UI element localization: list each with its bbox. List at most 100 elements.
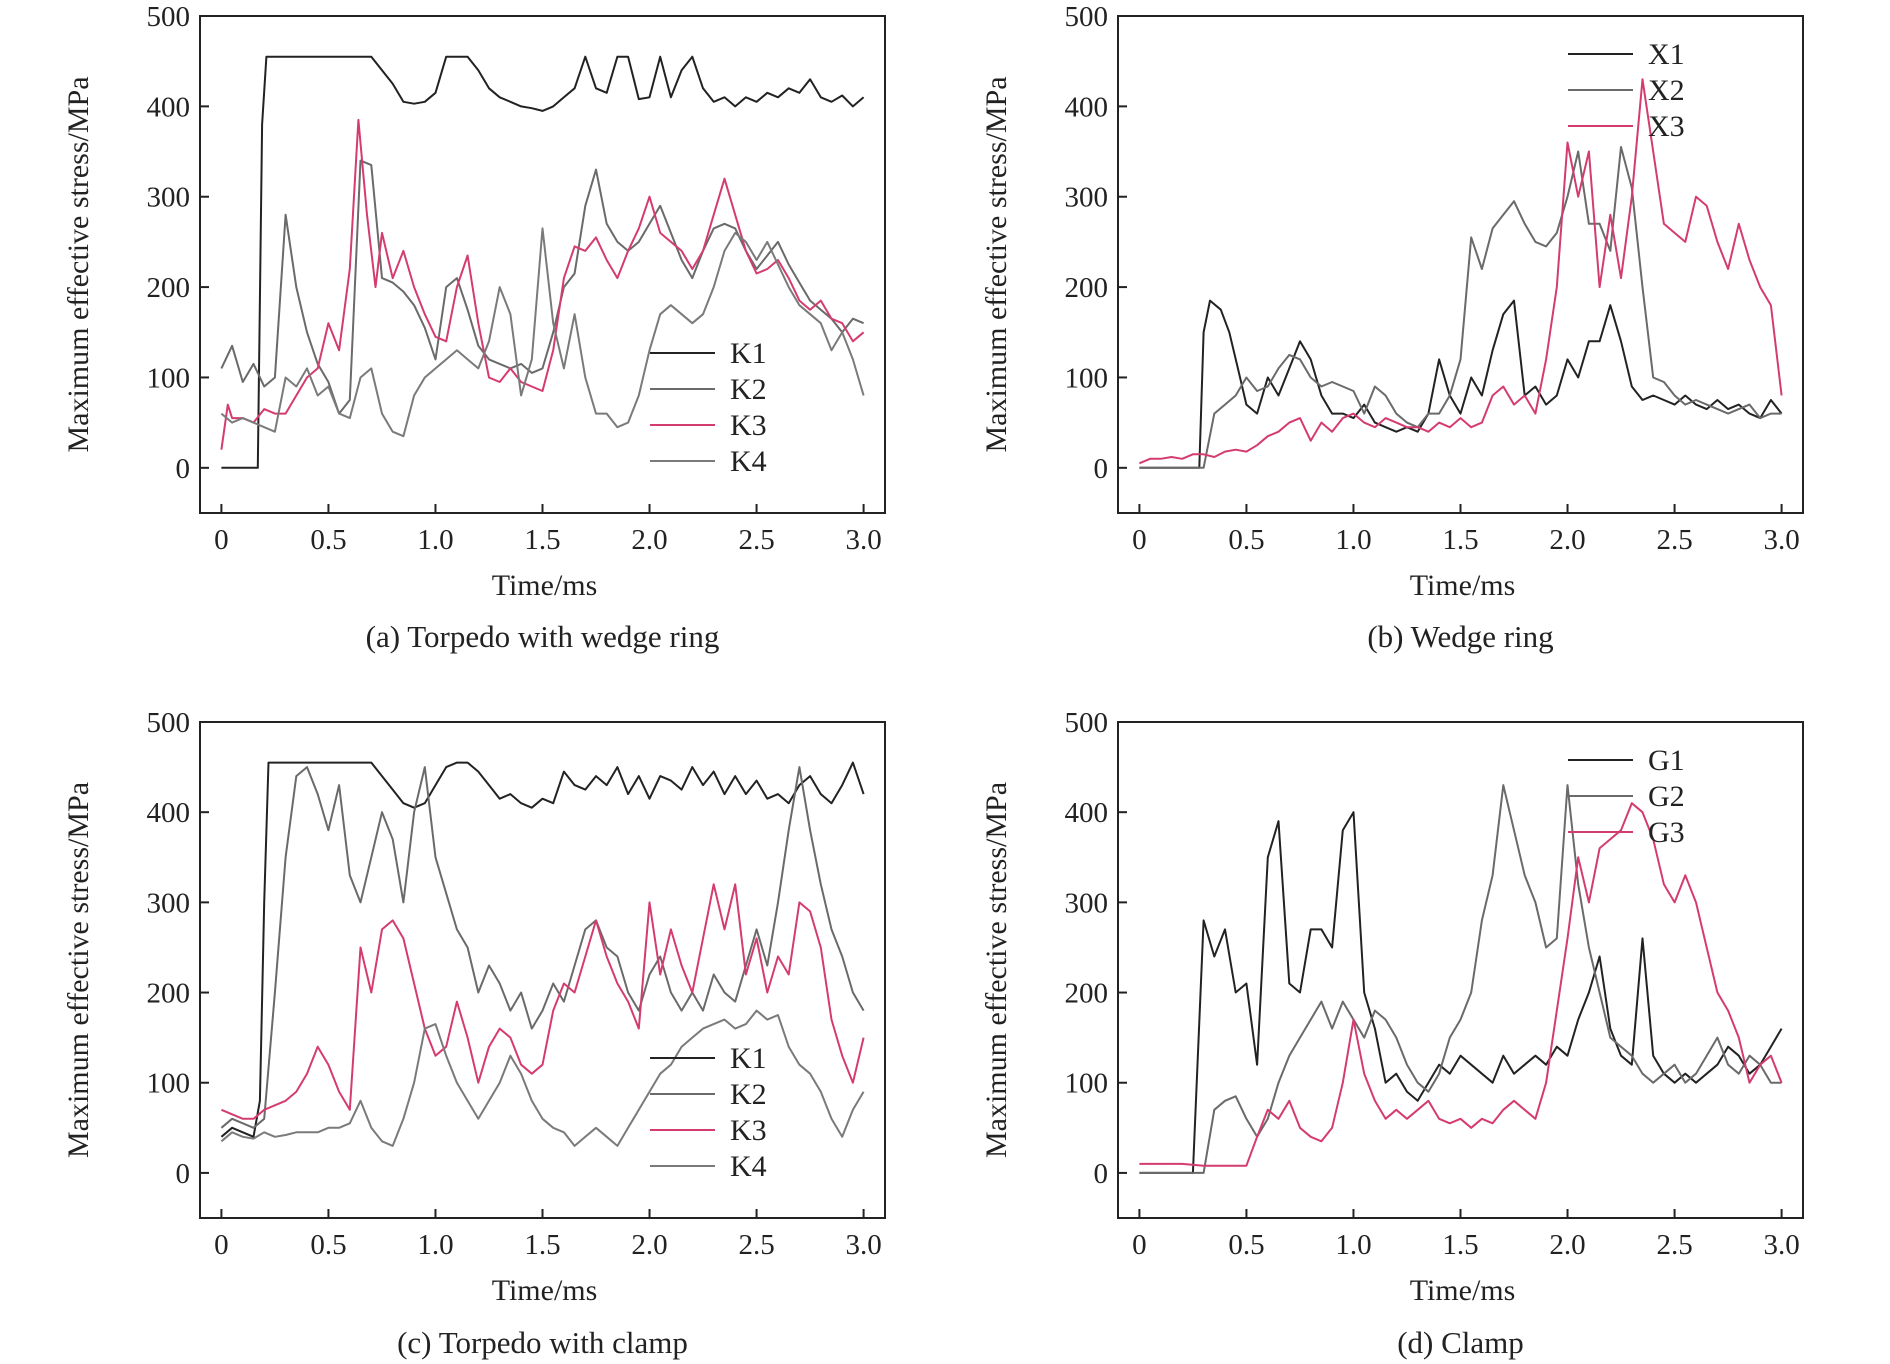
legend-label: X2 [1648, 74, 1685, 107]
y-tick-label: 500 [147, 707, 191, 739]
legend-label: K1 [730, 337, 767, 370]
series-line-k4 [220, 1009, 865, 1147]
x-tick-label: 1.5 [1442, 524, 1478, 556]
x-tick-label: 0.5 [310, 524, 346, 556]
y-tick-label: 300 [1065, 887, 1109, 919]
plot-frame [199, 15, 886, 514]
y-tick-label: 200 [1065, 978, 1109, 1010]
x-tick-label: 3.0 [1763, 524, 1799, 556]
x-tick-label: 1.0 [417, 524, 453, 556]
series-line-k2 [220, 159, 864, 415]
panel-4: 0 0.5 1.0 1.5 2.0 2.5 3.0 0 100 200 300 400 500 Time/… [980, 707, 1804, 1360]
series-line-k1 [221, 55, 865, 469]
x-tick-label: 2.0 [631, 1229, 667, 1261]
y-tick-label: 200 [1065, 272, 1109, 304]
panel-2: 0 0.5 1.0 1.5 2.0 2.5 3.0 0 100 200 300 400 500 Time/… [980, 1, 1804, 654]
x-tick-label: 0 [214, 1229, 229, 1261]
y-tick-label: 500 [1065, 707, 1109, 739]
panel-caption: (d) Clamp [1397, 1325, 1524, 1360]
x-axis-label: Time/ms [492, 569, 598, 602]
series-line-k3 [221, 883, 865, 1120]
y-tick-label: 300 [147, 182, 191, 214]
x-tick-label: 0.5 [1228, 524, 1264, 556]
legend-label: K2 [730, 373, 767, 406]
y-tick-label: 0 [176, 453, 191, 485]
legend-label: K3 [730, 409, 767, 442]
x-tick-label: 2.5 [738, 1229, 774, 1261]
x-tick-label: 2.0 [1549, 524, 1585, 556]
panel-caption: (c) Torpedo with clamp [397, 1325, 688, 1360]
x-tick-label: 0.5 [310, 1229, 346, 1261]
legend-label: K3 [730, 1114, 767, 1147]
x-tick-label: 3.0 [845, 524, 881, 556]
x-tick-label: 0 [1132, 1229, 1147, 1261]
y-tick-label: 100 [147, 1068, 191, 1100]
series-line-x1 [1139, 299, 1783, 469]
y-tick-label: 400 [1065, 797, 1109, 829]
y-tick-label: 200 [147, 272, 191, 304]
legend-label: K4 [730, 445, 767, 478]
x-tick-label: 1.0 [1335, 1229, 1371, 1261]
x-tick-label: 3.0 [845, 1229, 881, 1261]
plot-frame [1117, 721, 1804, 1219]
x-tick-label: 1.5 [1442, 1229, 1478, 1261]
y-tick-label: 300 [1065, 182, 1109, 214]
plot-frame [1117, 15, 1804, 514]
x-tick-label: 0 [214, 524, 229, 556]
series-line-k3 [220, 118, 865, 450]
x-tick-label: 1.0 [417, 1229, 453, 1261]
x-tick-label: 1.0 [1335, 524, 1371, 556]
x-tick-label: 3.0 [1763, 1229, 1799, 1261]
series-line-g1 [1139, 811, 1783, 1174]
y-tick-label: 100 [1065, 1068, 1109, 1100]
y-tick-label: 500 [147, 1, 191, 33]
y-tick-label: 500 [1065, 1, 1109, 33]
series-line-g3 [1139, 802, 1783, 1167]
series-line-x2 [1139, 146, 1782, 469]
legend-label: G2 [1648, 780, 1685, 813]
x-tick-label: 0 [1132, 524, 1147, 556]
panel-3: 0 0.5 1.0 1.5 2.0 2.5 3.0 0 100 200 300 400 500 Time/… [62, 707, 886, 1360]
y-tick-label: 0 [176, 1158, 191, 1190]
x-tick-label: 1.5 [524, 1229, 560, 1261]
x-tick-label: 2.5 [1656, 1229, 1692, 1261]
y-tick-label: 400 [147, 91, 191, 123]
y-tick-label: 300 [147, 887, 191, 919]
x-axis-label: Time/ms [1410, 569, 1516, 602]
legend-label: X1 [1648, 38, 1685, 71]
y-tick-label: 200 [147, 978, 191, 1010]
x-axis-label: Time/ms [1410, 1274, 1516, 1307]
x-tick-label: 0.5 [1228, 1229, 1264, 1261]
x-tick-label: 2.5 [1656, 524, 1692, 556]
panel-caption: (a) Torpedo with wedge ring [366, 619, 720, 654]
legend-label: K2 [730, 1078, 767, 1111]
series-line-k2 [220, 766, 865, 1129]
legend-label: K4 [730, 1150, 767, 1183]
y-axis-label: Maximum effective stress/MPa [980, 782, 1013, 1158]
legend-label: K1 [730, 1042, 767, 1075]
plot-frame [199, 721, 886, 1219]
legend-label: G3 [1648, 816, 1685, 849]
series-line-k1 [220, 761, 865, 1138]
legend-label: X3 [1648, 110, 1685, 143]
panel-caption: (b) Wedge ring [1367, 619, 1553, 654]
x-tick-label: 2.0 [631, 524, 667, 556]
y-tick-label: 400 [1065, 91, 1109, 123]
legend-label: G1 [1648, 744, 1685, 777]
y-tick-label: 400 [147, 797, 191, 829]
y-tick-label: 100 [1065, 362, 1109, 394]
y-axis-label: Maximum effective stress/MPa [62, 76, 95, 452]
y-axis-label: Maximum effective stress/MPa [62, 782, 95, 1158]
panel-1: 0 0.5 1.0 1.5 2.0 2.5 3.0 0 100 200 300 400 500 Time/… [62, 1, 886, 654]
x-axis-label: Time/ms [492, 1274, 598, 1307]
x-tick-label: 1.5 [524, 524, 560, 556]
x-tick-label: 2.0 [1549, 1229, 1585, 1261]
y-tick-label: 0 [1094, 1158, 1109, 1190]
x-tick-label: 2.5 [738, 524, 774, 556]
series-line-x3 [1139, 78, 1783, 465]
y-tick-label: 0 [1094, 453, 1109, 485]
series-line-k4 [220, 227, 865, 438]
y-axis-label: Maximum effective stress/MPa [980, 76, 1013, 452]
series-line-g2 [1139, 784, 1782, 1174]
